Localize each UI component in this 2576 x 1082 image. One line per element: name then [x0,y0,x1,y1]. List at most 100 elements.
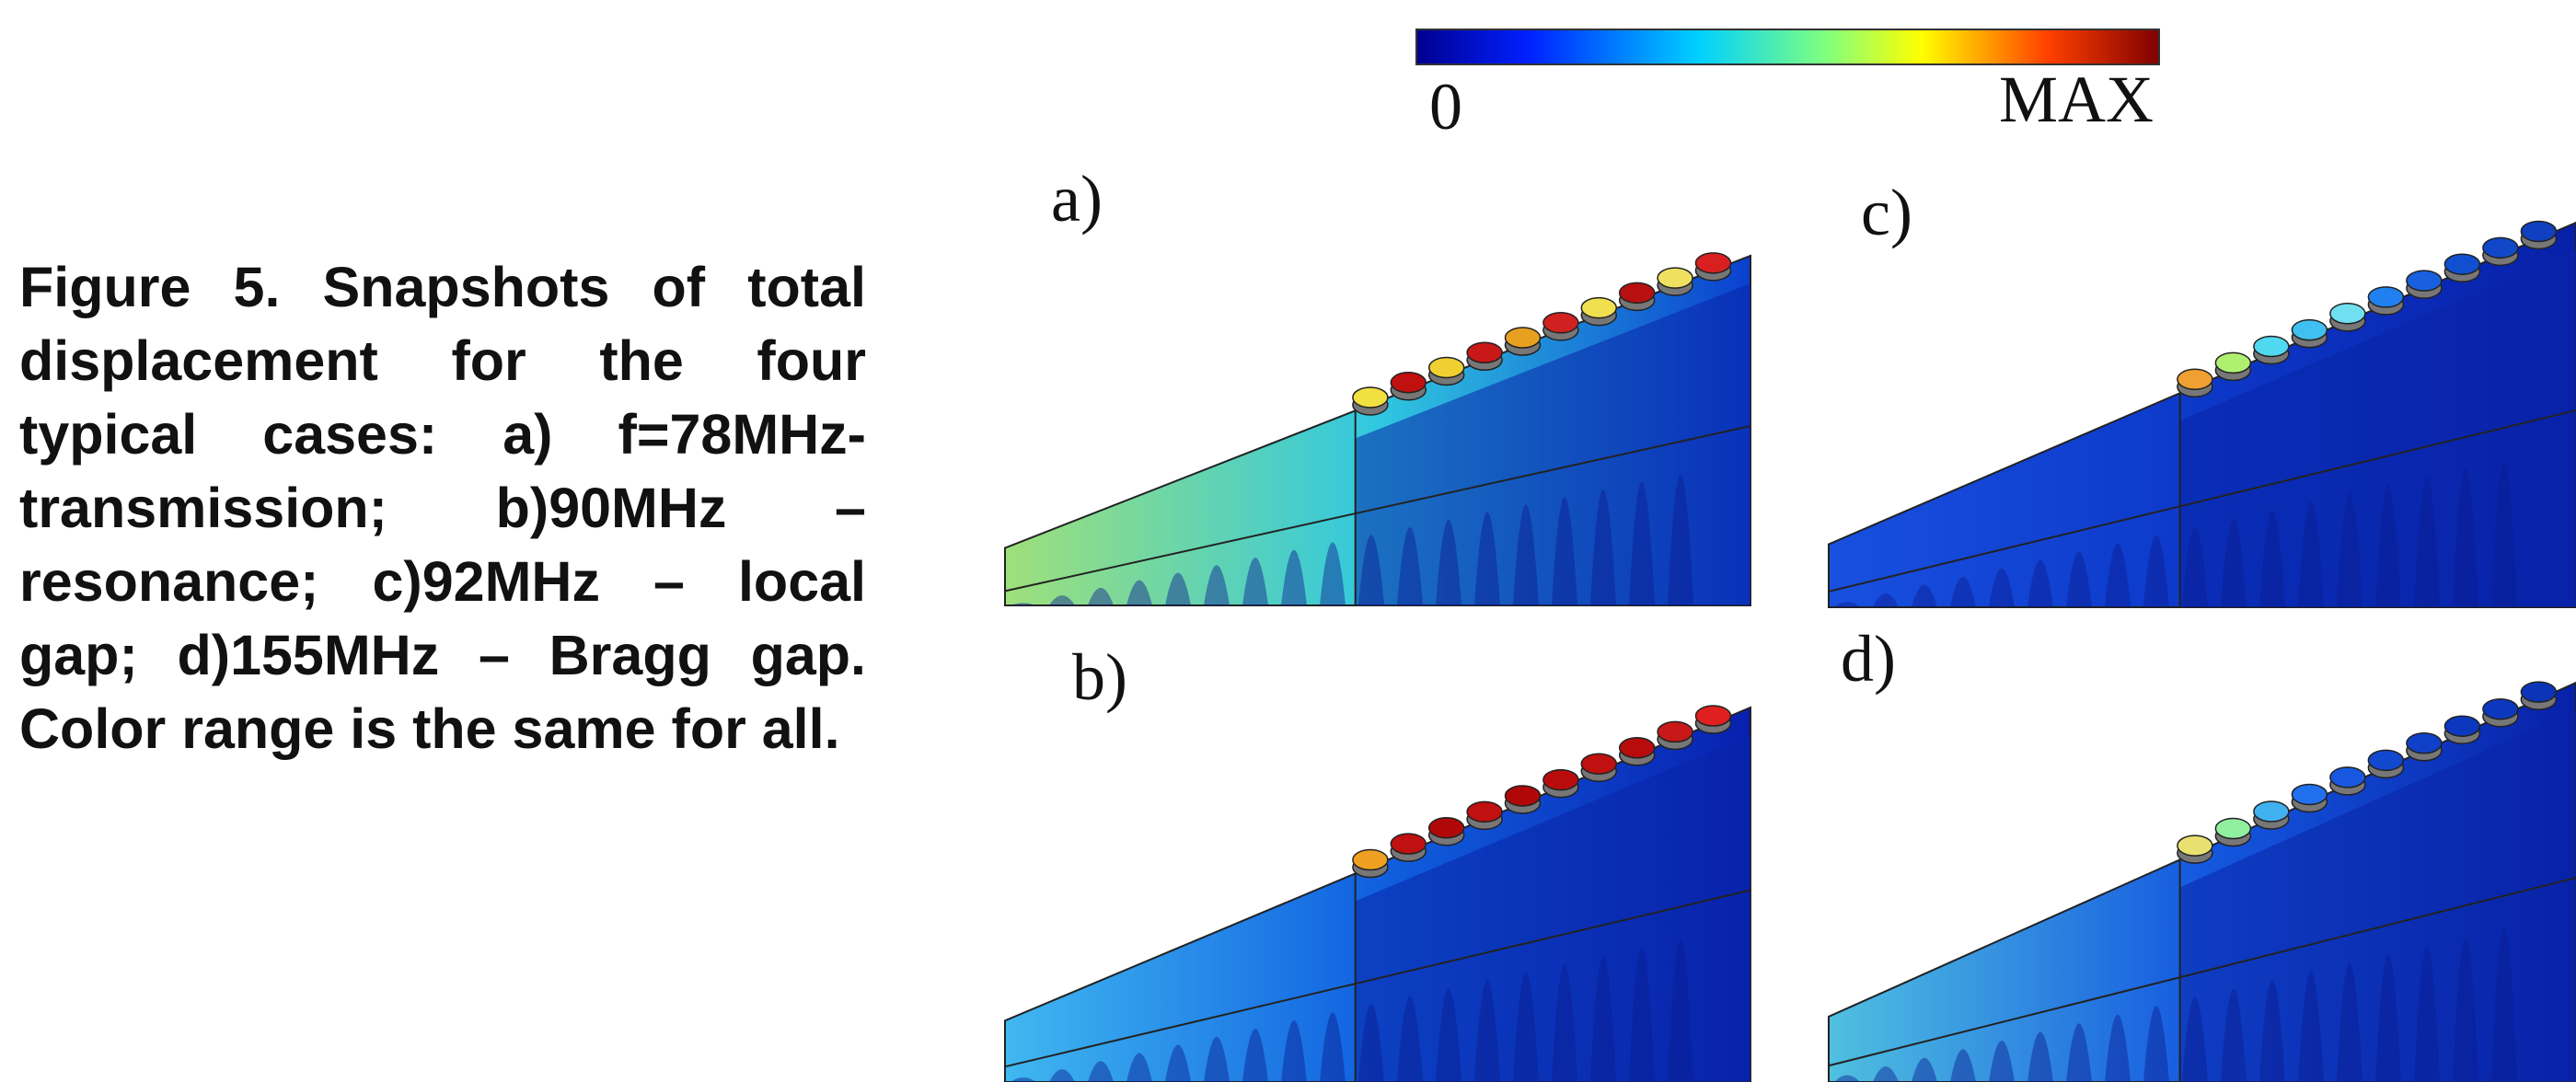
wave-lobe [1474,512,1500,605]
wave-lobe [1950,1049,1976,1082]
wave-lobe [2375,954,2401,1082]
wave-lobe [1552,497,1577,605]
wave-lobe [1513,504,1539,605]
disc [2291,783,2328,806]
disc [2406,732,2443,754]
disc [1580,753,1618,775]
wave-lobe [2105,1014,2131,1082]
wave-lobe [2182,526,2208,607]
wave-lobe [2491,927,2517,1082]
disc [2329,303,2366,325]
wave-lobe [1088,1061,1114,1082]
wave-lobe [2221,988,2247,1082]
colorbar [1415,29,2160,65]
wave-lobe [1873,1066,1899,1082]
wave-lobe [2066,551,2092,607]
panel [1828,681,2576,1082]
disc [1427,817,1465,839]
substrate-deep [1355,735,1750,1082]
wave-lobe [2259,980,2285,1082]
panel-label: b) [1072,640,1127,714]
wave-lobe [1989,1040,2015,1082]
disc [2177,368,2213,391]
disc [1694,705,1732,727]
disc [1542,312,1579,334]
disc [2329,766,2366,788]
disc [1504,327,1542,349]
wave-lobe [2491,460,2517,607]
disc [1466,341,1503,364]
disc [1352,848,1389,871]
wave-lobe [2143,535,2169,607]
disc [1657,720,1693,743]
wave-lobe [1668,474,1693,605]
wave-lobe [1989,568,2015,607]
disc [1390,833,1427,855]
wave-lobe [1474,980,1500,1082]
wave-lobe [1281,549,1307,605]
disc [2443,715,2481,738]
wave-lobe [1629,481,1655,605]
wave-lobe [2453,937,2478,1082]
substrate-deep [2179,250,2576,607]
disc [1618,282,1656,305]
wave-lobe [1049,595,1075,605]
figure-caption: Figure 5. Snapshots of total displacemen… [19,256,866,760]
disc [2406,270,2443,292]
wave-lobe [1011,1076,1036,1082]
wave-lobe [1668,938,1693,1082]
wave-lobe [1436,519,1461,605]
wave-lobe [2337,962,2362,1082]
wave-lobe [2143,1006,2169,1082]
wave-lobe [2221,518,2247,607]
disc [2367,286,2405,308]
disc [1618,737,1656,759]
wave-lobe [2027,1031,2053,1082]
wave-lobe [1126,1053,1152,1082]
panel-label: a) [1051,162,1103,236]
substrate-deep [2179,710,2576,1082]
wave-lobe [1950,576,1976,607]
wave-lobe [2298,971,2324,1082]
disc [1390,371,1427,394]
wave-lobe [2453,468,2478,607]
wave-lobe [2414,477,2440,607]
wave-lobe [2027,559,2053,607]
wave-lobe [2105,543,2131,607]
wave-lobe [1242,1029,1268,1082]
wave-lobe [1281,1020,1307,1082]
colorbar-max-label: MAX [1999,63,2154,136]
disc [2214,351,2252,374]
wave-lobe [2259,510,2285,607]
disc [1352,386,1389,409]
wave-lobe [2298,501,2324,607]
wave-lobe [1912,584,1937,607]
panel [1004,252,1751,606]
disc [1504,785,1542,807]
wave-lobe [1165,572,1191,605]
wave-lobe [2414,945,2440,1082]
disc [1542,768,1579,791]
panel-label: c) [1861,176,1912,249]
edge-line [1828,877,2576,1067]
disc [2520,681,2558,703]
disc [2253,800,2290,823]
disc [2291,318,2328,341]
wave-lobe [2337,493,2362,607]
wave-lobe [1629,947,1655,1082]
disc [2482,697,2519,720]
wave-lobe [1397,527,1423,605]
edge-line [1828,409,2576,593]
disc [1427,356,1465,379]
wave-lobe [1436,987,1461,1082]
wave-lobe [1165,1044,1191,1082]
colorbar-min-label: 0 [1429,70,1462,144]
wave-lobe [1590,955,1616,1082]
panel [1004,705,1751,1082]
wave-lobe [1552,963,1577,1082]
wave-lobe [1513,972,1539,1082]
panel-label: d) [1841,622,1896,696]
edge-line [1004,425,1751,593]
disc [1580,296,1618,319]
